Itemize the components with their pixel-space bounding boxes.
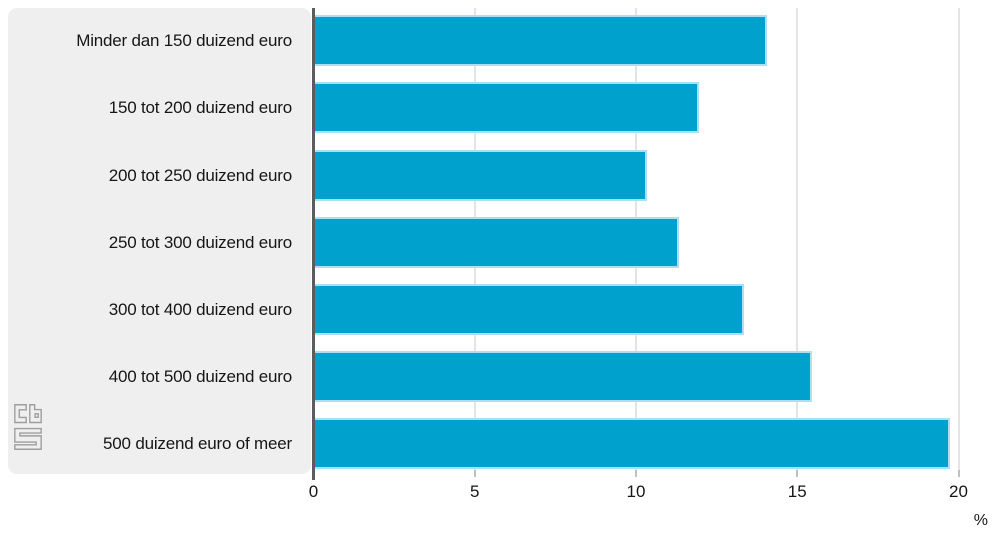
x-tick-label: 15	[787, 482, 807, 501]
bar	[315, 216, 680, 268]
cbs-logo-b	[29, 404, 42, 424]
category-label: 200 tot 250 duizend euro	[108, 165, 292, 185]
x-axis-unit-label: %	[973, 512, 988, 529]
category-panel	[8, 8, 311, 474]
bar	[315, 283, 744, 335]
category-label: 300 tot 400 duizend euro	[108, 299, 292, 319]
cbs-logo-b-inner	[34, 413, 39, 418]
x-tick-label: 0	[308, 482, 319, 501]
x-tick-label: 10	[626, 482, 646, 501]
y-axis-line	[312, 8, 315, 480]
bar	[315, 350, 812, 402]
x-axis-tick-mark	[635, 470, 637, 477]
cbs-logo-c	[14, 404, 27, 424]
x-axis-tick-mark	[957, 470, 960, 477]
cbs-logo	[14, 404, 42, 450]
x-axis-tick-mark	[796, 470, 799, 477]
category-label: 500 duizend euro of meer	[103, 434, 292, 454]
bar	[315, 82, 699, 134]
x-tick-label: 20	[949, 482, 968, 501]
gridline	[957, 8, 960, 470]
bar	[315, 15, 767, 67]
cbs-logo-s	[14, 427, 42, 450]
x-axis-tick-mark	[473, 470, 476, 477]
gridline	[796, 8, 799, 470]
bar	[315, 149, 648, 201]
category-label: Minder dan 150 duizend euro	[76, 31, 292, 51]
x-tick-label: 5	[470, 482, 480, 501]
category-label: 250 tot 300 duizend euro	[108, 232, 292, 252]
category-label: 400 tot 500 duizend euro	[108, 366, 292, 386]
bar	[315, 418, 951, 470]
category-label: 150 tot 200 duizend euro	[108, 98, 292, 118]
